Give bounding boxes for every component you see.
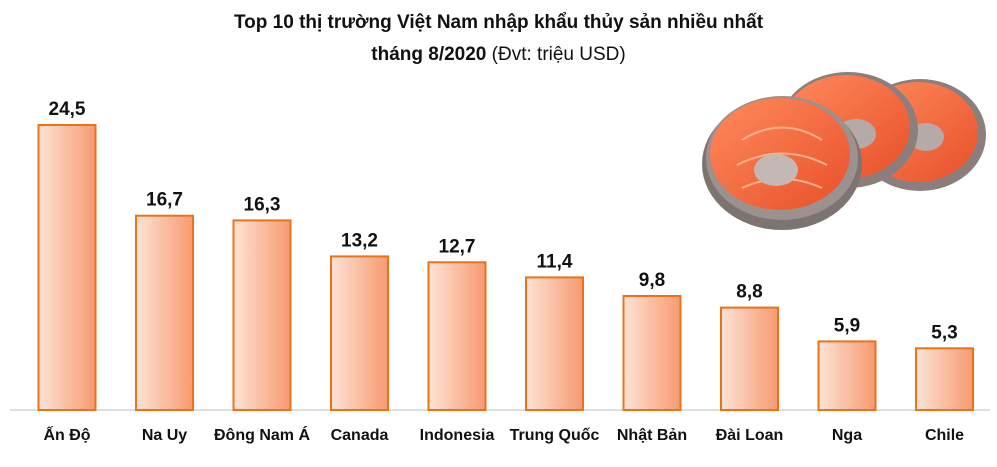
data-label: 24,5: [49, 99, 86, 120]
category-label: Canada: [331, 427, 389, 444]
data-label: 8,8: [736, 282, 762, 303]
bar: [720, 306, 779, 412]
data-label: 5,9: [834, 315, 860, 336]
data-label: 5,3: [931, 322, 957, 343]
bar: [817, 340, 877, 411]
data-label: 11,4: [537, 251, 573, 272]
bar: [232, 219, 292, 411]
category-label: Nhật Bản: [617, 427, 687, 444]
bar: [915, 347, 974, 411]
data-label: 13,2: [341, 230, 378, 251]
category-label: Trung Quốc: [510, 427, 600, 444]
data-label: 16,7: [146, 190, 183, 211]
data-label: 12,7: [439, 236, 476, 257]
category-label: Nga: [832, 427, 862, 444]
category-label: Đông Nam Á: [214, 425, 310, 444]
category-label: Na Uy: [142, 427, 187, 444]
salmon-steaks-icon: [702, 72, 986, 230]
category-label: Ấn Độ: [43, 425, 90, 444]
bars-group: 24,5 Ấn Độ 16,7 Na Uy 16,3 Đông Nam Á 13,2 Cana…: [37, 99, 974, 444]
bar: [525, 276, 584, 411]
chart-title-period: tháng 8/2020: [371, 44, 487, 65]
bar: [330, 255, 389, 411]
data-label: 16,3: [244, 194, 281, 215]
data-label: 9,8: [639, 270, 665, 291]
bar: [622, 295, 682, 411]
category-label: Chile: [925, 427, 964, 444]
bar: [427, 261, 487, 411]
chart-title-line2: tháng 8/2020 (Đvt: triệu USD): [0, 44, 997, 66]
chart-title-unit: (Đvt: triệu USD): [486, 44, 626, 65]
chart-title-line1: Top 10 thị trường Việt Nam nhập khẩu thủ…: [233, 12, 764, 33]
category-label: Đài Loan: [716, 427, 784, 444]
category-label: Indonesia: [420, 427, 495, 444]
bar: [37, 124, 97, 411]
bar: [135, 214, 194, 411]
